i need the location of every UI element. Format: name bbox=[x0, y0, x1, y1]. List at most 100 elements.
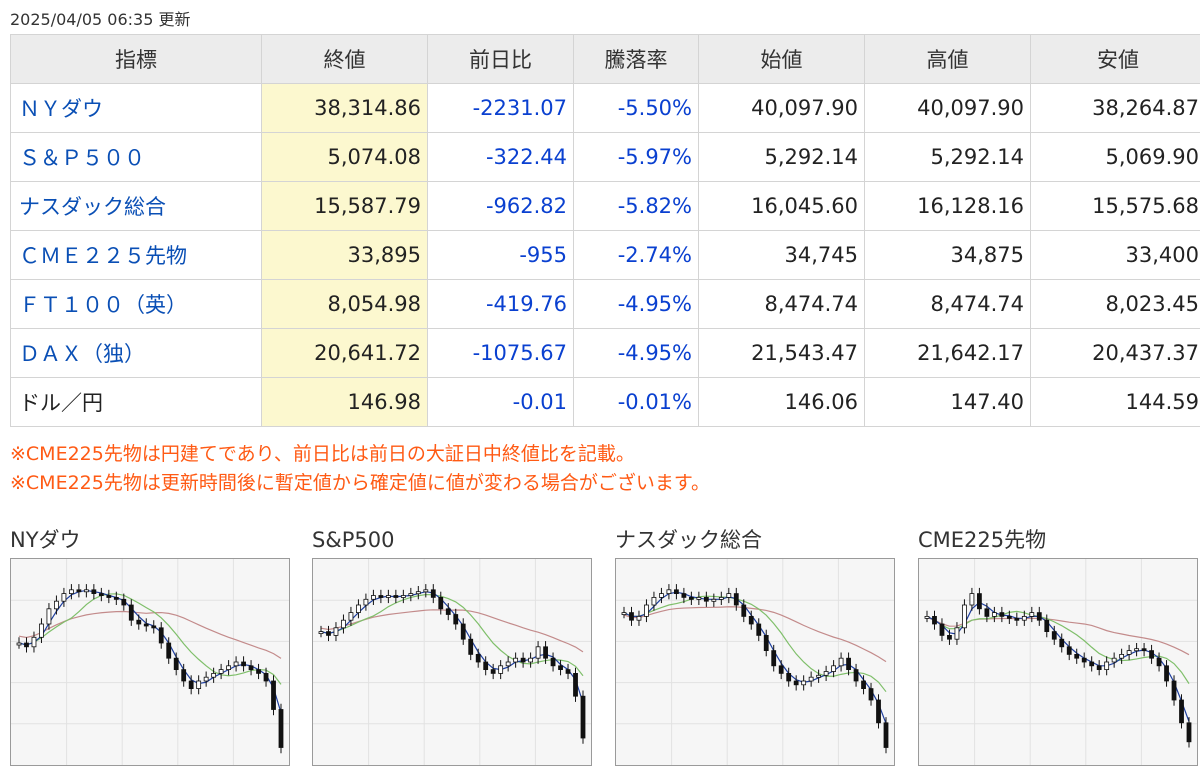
candle-body bbox=[1000, 613, 1004, 617]
candle-body bbox=[734, 594, 738, 605]
candle-body bbox=[682, 594, 686, 598]
change-value: -1075.67 bbox=[428, 329, 574, 378]
candle-body bbox=[77, 590, 81, 592]
candle-body bbox=[1082, 658, 1086, 662]
rate-value: -4.95% bbox=[574, 280, 699, 329]
candle-body bbox=[1157, 658, 1161, 666]
candle-body bbox=[386, 596, 390, 598]
candle-body bbox=[529, 658, 533, 662]
candle-body bbox=[1052, 632, 1056, 640]
candle-body bbox=[439, 597, 443, 608]
candle-body bbox=[652, 597, 656, 605]
open-value: 5,292.14 bbox=[699, 133, 865, 182]
mini-chart[interactable]: CME225先物 bbox=[918, 526, 1198, 766]
note-cme-provisional: ※CME225先物は更新時間後に暫定値から確定値に値が変わる場合がございます。 bbox=[10, 469, 710, 498]
chart-frame bbox=[918, 558, 1198, 766]
candle-body bbox=[349, 613, 353, 621]
change-value: -322.44 bbox=[428, 133, 574, 182]
note-cme-yen: ※CME225先物は円建てであり、前日比は前日の大証日中終値比を記載。 bbox=[10, 440, 710, 469]
indicator-link[interactable]: ナスダック総合 bbox=[11, 182, 262, 231]
candle-body bbox=[779, 666, 783, 674]
indicator-link[interactable]: ＣＭＥ２２５先物 bbox=[11, 231, 262, 280]
candle-body bbox=[1165, 666, 1169, 681]
candle-body bbox=[54, 601, 58, 609]
candle-body bbox=[469, 639, 473, 654]
candle-body bbox=[1150, 651, 1154, 659]
candle-body bbox=[364, 599, 368, 605]
candle-body bbox=[114, 597, 118, 599]
candle-body bbox=[1097, 666, 1101, 670]
candle-body bbox=[1060, 639, 1064, 647]
candle-body bbox=[644, 605, 648, 616]
candle-body bbox=[431, 590, 435, 598]
candle-body bbox=[794, 681, 798, 685]
candlestick-chart bbox=[919, 559, 1197, 765]
rate-value: -5.97% bbox=[574, 133, 699, 182]
candle-body bbox=[802, 681, 806, 685]
table-header-row: 指標 終値 前日比 騰落率 始値 高値 安値 bbox=[11, 35, 1200, 84]
candle-body bbox=[970, 594, 974, 605]
chart-frame bbox=[10, 558, 290, 766]
candle-body bbox=[809, 677, 813, 681]
indicator-link[interactable]: ＮＹダウ bbox=[11, 84, 262, 133]
indicator-link[interactable]: Ｓ＆Ｐ５００ bbox=[11, 133, 262, 182]
candle-body bbox=[817, 675, 821, 677]
candle-body bbox=[1067, 647, 1071, 655]
candle-body bbox=[326, 632, 330, 636]
candle-body bbox=[1090, 662, 1094, 666]
candle-body bbox=[536, 647, 540, 658]
notes: ※CME225先物は円建てであり、前日比は前日の大証日中終値比を記載。 ※CME… bbox=[10, 440, 710, 498]
header-high: 高値 bbox=[865, 35, 1031, 84]
candle-body bbox=[544, 647, 548, 658]
indicator-link[interactable]: ＤＡＸ（独） bbox=[11, 329, 262, 378]
candle-body bbox=[1112, 658, 1116, 662]
rate-value: -2.74% bbox=[574, 231, 699, 280]
header-close: 終値 bbox=[262, 35, 428, 84]
candle-body bbox=[92, 590, 96, 594]
high-value: 5,292.14 bbox=[865, 133, 1031, 182]
candle-body bbox=[839, 658, 843, 666]
candle-body bbox=[847, 658, 851, 669]
candle-body bbox=[39, 624, 43, 637]
candle-body bbox=[749, 616, 753, 624]
candle-body bbox=[622, 613, 626, 615]
high-value: 16,128.16 bbox=[865, 182, 1031, 231]
mini-chart[interactable]: ナスダック総合 bbox=[615, 526, 895, 766]
candle-body bbox=[122, 599, 126, 605]
candle-body bbox=[152, 626, 156, 628]
candle-body bbox=[947, 635, 951, 639]
indicator-link[interactable]: ＦＴ１００（英） bbox=[11, 280, 262, 329]
candle-body bbox=[272, 681, 276, 710]
candle-body bbox=[824, 672, 828, 676]
low-value: 38,264.87 bbox=[1031, 84, 1200, 133]
header-rate: 騰落率 bbox=[574, 35, 699, 84]
mini-chart[interactable]: NYダウ bbox=[10, 526, 290, 766]
open-value: 34,745 bbox=[699, 231, 865, 280]
mini-chart[interactable]: S&P500 bbox=[312, 526, 592, 766]
candlestick-chart bbox=[313, 559, 591, 765]
candle-body bbox=[992, 613, 996, 617]
candle-body bbox=[409, 594, 413, 596]
chart-title: NYダウ bbox=[10, 526, 290, 558]
close-value: 146.98 bbox=[262, 378, 428, 427]
candle-body bbox=[1142, 649, 1146, 651]
candle-body bbox=[854, 670, 858, 681]
high-value: 21,642.17 bbox=[865, 329, 1031, 378]
candle-body bbox=[712, 599, 716, 601]
candle-body bbox=[279, 710, 283, 748]
candle-body bbox=[319, 632, 323, 634]
candle-body bbox=[341, 620, 345, 628]
high-value: 34,875 bbox=[865, 231, 1031, 280]
candle-body bbox=[379, 596, 383, 598]
candlestick-chart bbox=[11, 559, 289, 765]
candle-body bbox=[667, 590, 671, 594]
candle-body bbox=[506, 662, 510, 666]
candle-body bbox=[491, 670, 495, 674]
rate-value: -0.01% bbox=[574, 378, 699, 427]
candle-body bbox=[416, 592, 420, 594]
candle-body bbox=[257, 670, 261, 674]
